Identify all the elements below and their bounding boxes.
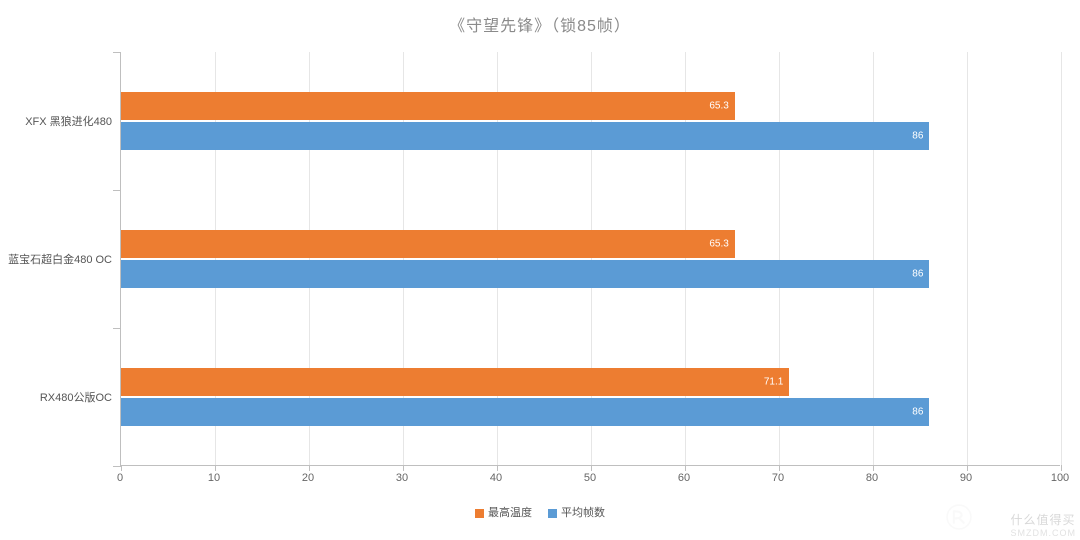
bar: 65.3 [121,92,735,120]
watermark-sub: SMZDM.COM [1011,528,1077,538]
x-tick [967,465,968,471]
x-axis-label: 80 [866,472,878,484]
gridline [967,52,968,465]
x-tick [215,465,216,471]
x-axis-label: 60 [678,472,690,484]
bar: 71.1 [121,368,789,396]
x-axis-label: 70 [772,472,784,484]
legend-label: 平均帧数 [561,507,605,519]
x-axis-label: 0 [117,472,123,484]
bar-value-label: 86 [912,269,923,280]
bar: 86 [121,260,929,288]
x-axis-label: 100 [1051,472,1069,484]
legend-swatch [548,509,557,518]
x-tick [121,465,122,471]
x-tick [403,465,404,471]
y-axis-label: XFX 黑狼进化480 [0,113,112,129]
x-axis-label: 20 [302,472,314,484]
legend-label: 最高温度 [488,507,532,519]
x-axis-label: 30 [396,472,408,484]
x-tick [591,465,592,471]
x-axis-label: 90 [960,472,972,484]
watermark-icon [946,504,972,530]
chart-title: 《守望先锋》（锁85帧） [0,0,1080,36]
x-axis-label: 50 [584,472,596,484]
x-axis-label: 10 [208,472,220,484]
bar: 65.3 [121,230,735,258]
bar-value-label: 71.1 [764,377,783,388]
y-tick [113,190,121,191]
legend-item: 平均帧数 [548,504,605,520]
legend-swatch [475,509,484,518]
gridline [1061,52,1062,465]
x-tick [309,465,310,471]
y-axis-label: RX480公版OC [0,389,112,405]
y-tick [113,466,121,467]
x-tick [497,465,498,471]
y-tick [113,52,121,53]
bar: 86 [121,122,929,150]
x-tick [873,465,874,471]
x-tick [1061,465,1062,471]
bar-value-label: 65.3 [709,239,728,250]
legend: 最高温度 平均帧数 [0,504,1080,520]
legend-item: 最高温度 [475,504,532,520]
plot-area: 65.3 86 65.3 86 71.1 86 [120,52,1060,466]
bar-value-label: 65.3 [709,101,728,112]
y-axis-label: 蓝宝石超白金480 OC [0,251,112,267]
x-tick [685,465,686,471]
bar-value-label: 86 [912,131,923,142]
x-tick [779,465,780,471]
chart-container: 《守望先锋》（锁85帧） 65.3 86 65.3 86 71.1 86 最高温度 平均帧数… [0,0,1080,540]
bar-value-label: 86 [912,407,923,418]
bar: 86 [121,398,929,426]
x-axis-label: 40 [490,472,502,484]
y-tick [113,328,121,329]
